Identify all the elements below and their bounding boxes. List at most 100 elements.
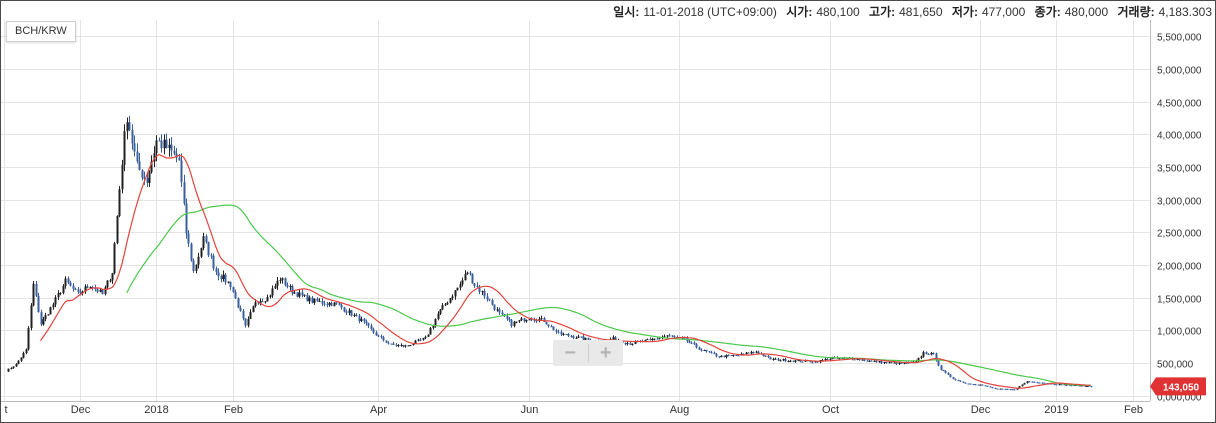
candle-body [999,388,1002,390]
candle-body [289,286,292,288]
candle-body [444,304,447,306]
candle-body [831,358,834,360]
candle-body [520,318,523,321]
y-tick-label: 4,000,000 [1157,131,1202,142]
candle-body [207,242,210,256]
candle-body [481,291,484,293]
candle-body [47,314,50,316]
candle-body [101,289,104,295]
candle-body [750,351,753,354]
candle-body [540,318,543,320]
candle-body [321,300,324,304]
candle-body [587,337,590,340]
candle-body [128,122,131,130]
candle-body [732,355,735,357]
candle-body [501,312,504,315]
candle-body [883,361,886,364]
candle-body [959,380,962,382]
candle-body [723,355,726,358]
candle-body [826,359,829,361]
candle-body [525,319,528,322]
candle-body [870,360,873,362]
candle-body [441,305,444,310]
candle-body [404,345,407,347]
candle-body [898,362,901,365]
candle-body [143,178,146,180]
candle-body [242,310,245,319]
candle-body [915,360,918,362]
candle-body [25,349,28,353]
candle-body [629,343,632,345]
y-tick-label: 4,500,000 [1157,99,1202,110]
candle-body [969,383,972,385]
candle-body [764,355,767,357]
candle-body [244,318,247,326]
candle-body [1004,388,1007,390]
x-tick-label: Aug [670,404,690,416]
candle-body [737,355,740,357]
candle-body [861,359,864,361]
zoom-out-button[interactable]: − [564,342,577,364]
x-tick-label: Feb [1124,404,1143,416]
candle-body [1070,385,1073,387]
candle-body [212,255,215,269]
date-value: 11-01-2018 (UTC+09:00) [643,5,777,19]
candle-body [885,361,888,363]
candle-body [338,303,341,305]
candle-body [59,292,62,294]
candle-body [925,352,928,355]
candle-body [104,287,107,295]
candle-body [116,215,119,244]
candle-body [165,139,168,149]
candle-body [922,352,925,357]
zoom-in-button[interactable]: + [599,342,612,364]
candle-body [900,362,903,364]
candle-body [133,143,136,152]
candle-body [123,131,126,165]
candle-body [434,318,437,326]
candle-body [296,292,299,297]
candle-body [94,287,97,290]
candle-body [229,281,232,288]
candle-body [220,276,223,279]
y-tick-label: 3,000,000 [1157,197,1202,208]
candle-body [330,302,333,307]
candle-body [49,307,52,315]
x-tick-label: Dec [71,404,91,416]
candle-body [293,292,296,294]
open-value: 480,100 [816,5,860,19]
candle-body [816,361,819,363]
candle-body [412,343,415,346]
candle-body [429,328,432,335]
candle-body [291,286,294,294]
close-value: 480,000 [1064,5,1109,19]
candle-body [113,243,116,274]
candle-body [449,298,452,303]
candle-body [323,303,326,305]
candle-body [917,357,920,361]
candle-body [234,292,237,299]
candle-body [649,339,652,341]
candle-body [1038,382,1041,384]
candle-body [981,384,984,386]
candle-body [937,360,940,366]
candle-body [1036,382,1039,384]
candle-body [814,361,817,363]
candle-body [483,291,486,297]
candle-body [138,161,141,171]
candle-body [584,337,587,340]
candle-body [730,355,733,357]
candle-body [478,287,481,292]
last-price-badge [1150,377,1206,396]
candle-body [952,377,955,380]
candle-body [932,352,935,354]
candle-body [409,345,412,347]
candle-body [269,295,272,298]
candle-body [668,335,671,337]
candle-body [370,325,373,329]
candle-body [210,255,213,257]
candle-body [353,314,356,316]
candle-body [286,285,289,287]
candle-body [688,341,691,343]
